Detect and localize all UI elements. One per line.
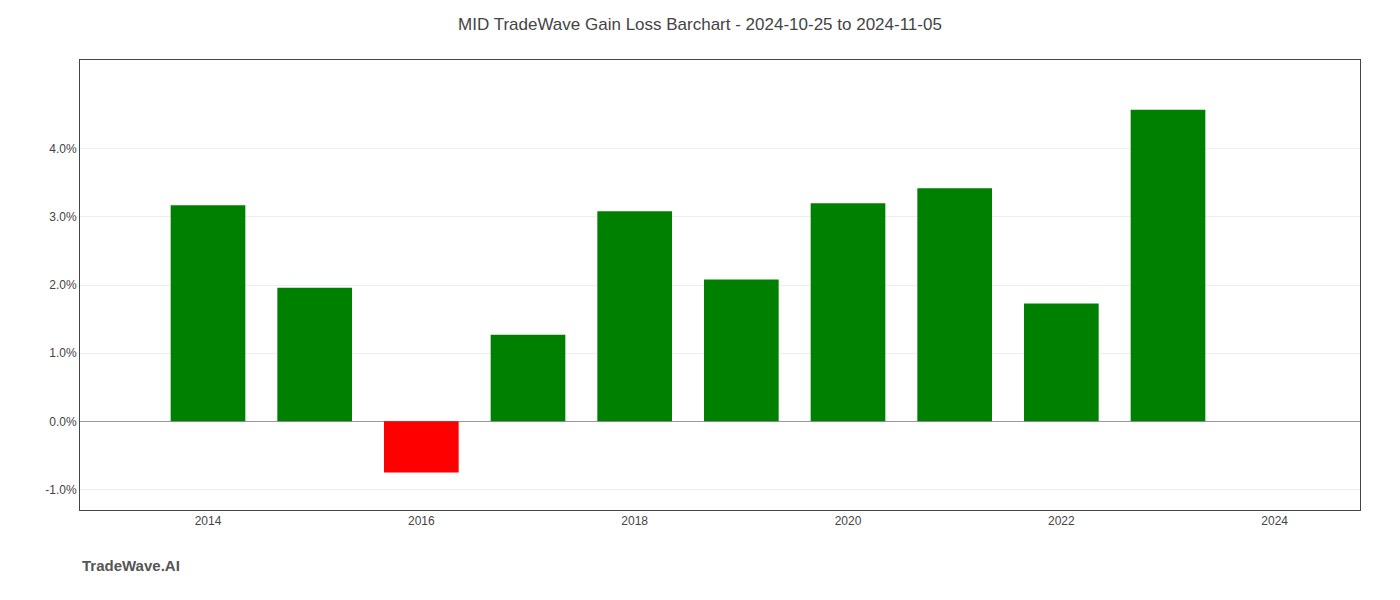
svg-text:MID TradeWave Gain Loss Barcha: MID TradeWave Gain Loss Barchart - 2024-… (458, 15, 942, 34)
svg-text:1.0%: 1.0% (49, 346, 77, 360)
svg-text:4.0%: 4.0% (49, 142, 77, 156)
svg-text:2024: 2024 (1261, 514, 1288, 528)
svg-text:2022: 2022 (1048, 514, 1075, 528)
svg-text:2020: 2020 (835, 514, 862, 528)
svg-text:-1.0%: -1.0% (45, 483, 77, 497)
svg-text:TradeWave.AI: TradeWave.AI (82, 557, 180, 574)
svg-text:2014: 2014 (195, 514, 222, 528)
svg-text:2.0%: 2.0% (49, 278, 77, 292)
svg-text:0.0%: 0.0% (49, 415, 77, 429)
svg-text:2016: 2016 (408, 514, 435, 528)
svg-text:2018: 2018 (621, 514, 648, 528)
svg-text:3.0%: 3.0% (49, 210, 77, 224)
